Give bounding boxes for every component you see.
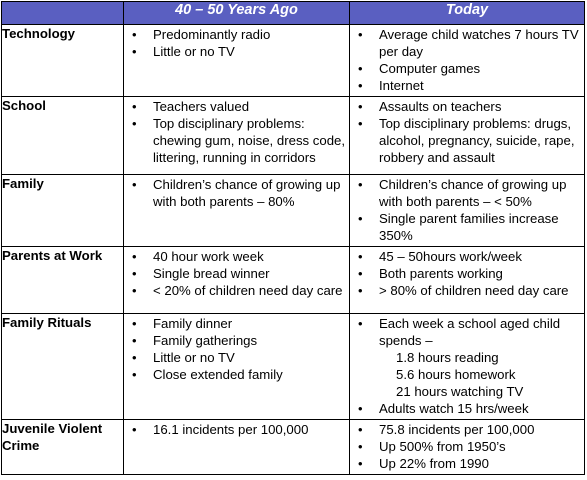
list-item: Close extended family: [124, 366, 347, 383]
list-item: Teachers valued: [124, 98, 347, 115]
list-item: Both parents working: [350, 265, 582, 282]
list-item: Children’s chance of growing up with bot…: [124, 176, 347, 210]
list-item: Family gatherings: [124, 332, 347, 349]
past-list: Family dinnerFamily gatheringsLittle or …: [124, 314, 349, 385]
list-item: Assaults on teachers: [350, 98, 582, 115]
past-list: 16.1 incidents per 100,000: [124, 420, 349, 440]
list-item: 75.8 incidents per 100,000: [350, 421, 582, 438]
list-item: 16.1 incidents per 100,000: [124, 421, 347, 438]
table-row: TechnologyPredominantly radioLittle or n…: [1, 24, 585, 97]
today-cell: Assaults on teachersTop disciplinary pro…: [349, 96, 585, 175]
sub-list-item: 5.6 hours homework: [396, 367, 516, 382]
today-list: Children’s chance of growing up with bot…: [350, 175, 584, 246]
header-past: 40 – 50 Years Ago: [123, 1, 350, 25]
today-list: Assaults on teachersTop disciplinary pro…: [350, 97, 584, 168]
past-list: Teachers valuedTop disciplinary problems…: [124, 97, 349, 168]
today-list: 45 – 50hours work/weekBoth parents worki…: [350, 247, 584, 301]
row-category: School: [1, 96, 124, 175]
list-item: Up 22% from 1990: [350, 455, 582, 472]
list-item: Internet: [350, 77, 582, 94]
today-list: 75.8 incidents per 100,000Up 500% from 1…: [350, 420, 584, 474]
row-category: Family: [1, 174, 124, 247]
list-item: > 80% of children need day care: [350, 282, 582, 299]
past-list: Children’s chance of growing up with bot…: [124, 175, 349, 212]
past-list: 40 hour work weekSingle bread winner< 20…: [124, 247, 349, 301]
list-item: Little or no TV: [124, 43, 347, 60]
today-cell: Each week a school aged child spends –1.…: [349, 313, 585, 420]
list-item: Top disciplinary problems: chewing gum, …: [124, 115, 347, 166]
table-row: Juvenile Violent Crime16.1 incidents per…: [1, 419, 585, 475]
row-category: Technology: [1, 24, 124, 97]
today-cell: 75.8 incidents per 100,000Up 500% from 1…: [349, 419, 585, 475]
header-blank-cell: [1, 1, 124, 25]
row-category: Juvenile Violent Crime: [1, 419, 124, 475]
list-item: Top disciplinary problems: drugs, alcoho…: [350, 115, 582, 166]
header-today: Today: [349, 1, 585, 25]
past-cell: 16.1 incidents per 100,000: [123, 419, 350, 475]
table-row: Family RitualsFamily dinnerFamily gather…: [1, 313, 585, 420]
sub-list-item: 21 hours watching TV: [396, 384, 524, 399]
table-row: Parents at Work40 hour work weekSingle b…: [1, 246, 585, 314]
header-row: 40 – 50 Years Ago Today: [1, 1, 585, 25]
list-item: 40 hour work week: [124, 248, 347, 265]
table-body: TechnologyPredominantly radioLittle or n…: [1, 24, 585, 475]
list-item: Little or no TV: [124, 349, 347, 366]
list-item: Average child watches 7 hours TV per day: [350, 26, 582, 60]
list-item: Computer games: [350, 60, 582, 77]
list-item: Single parent families increase 350%: [350, 210, 582, 244]
past-cell: Family dinnerFamily gatheringsLittle or …: [123, 313, 350, 420]
past-cell: Predominantly radioLittle or no TV: [123, 24, 350, 97]
past-cell: Children’s chance of growing up with bot…: [123, 174, 350, 247]
list-item: 45 – 50hours work/week: [350, 248, 582, 265]
today-list: Average child watches 7 hours TV per day…: [350, 25, 584, 96]
table-row: FamilyChildren’s chance of growing up wi…: [1, 174, 585, 247]
today-cell: Children’s chance of growing up with bot…: [349, 174, 585, 247]
past-cell: 40 hour work weekSingle bread winner< 20…: [123, 246, 350, 314]
sub-list-item: 1.8 hours reading: [396, 350, 499, 365]
list-item: < 20% of children need day care: [124, 282, 347, 299]
table-row: SchoolTeachers valuedTop disciplinary pr…: [1, 96, 585, 175]
list-item: Family dinner: [124, 315, 347, 332]
list-item: Up 500% from 1950’s: [350, 438, 582, 455]
today-cell: Average child watches 7 hours TV per day…: [349, 24, 585, 97]
today-list: Each week a school aged child spends –1.…: [350, 314, 584, 419]
row-category: Parents at Work: [1, 246, 124, 314]
list-item: Predominantly radio: [124, 26, 347, 43]
past-cell: Teachers valuedTop disciplinary problems…: [123, 96, 350, 175]
list-item: Children’s chance of growing up with bot…: [350, 176, 582, 210]
today-cell: 45 – 50hours work/weekBoth parents worki…: [349, 246, 585, 314]
list-item: Adults watch 15 hrs/week: [350, 400, 582, 417]
row-category: Family Rituals: [1, 313, 124, 420]
past-list: Predominantly radioLittle or no TV: [124, 25, 349, 62]
list-item: Each week a school aged child spends –: [350, 315, 582, 349]
list-item: Single bread winner: [124, 265, 347, 282]
